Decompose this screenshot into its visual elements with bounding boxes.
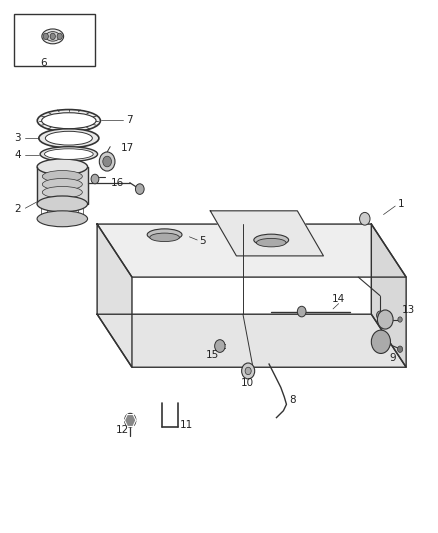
Circle shape (99, 152, 115, 171)
Circle shape (397, 346, 403, 352)
Circle shape (360, 213, 370, 225)
Text: 11: 11 (180, 419, 193, 430)
Circle shape (242, 363, 254, 379)
Circle shape (297, 306, 306, 317)
Text: 15: 15 (205, 350, 219, 360)
Ellipse shape (46, 131, 92, 145)
Circle shape (57, 33, 62, 39)
Ellipse shape (42, 171, 82, 182)
Text: 7: 7 (126, 115, 133, 125)
Circle shape (43, 33, 48, 39)
Text: 4: 4 (14, 150, 21, 160)
Text: 14: 14 (332, 294, 345, 304)
Text: 6: 6 (40, 59, 47, 68)
Circle shape (135, 184, 144, 195)
Polygon shape (371, 224, 406, 367)
Circle shape (124, 414, 136, 427)
Text: 13: 13 (402, 305, 415, 315)
Circle shape (215, 340, 225, 352)
Ellipse shape (37, 110, 100, 132)
Ellipse shape (254, 234, 289, 246)
Ellipse shape (45, 149, 93, 159)
Circle shape (398, 317, 402, 322)
Text: 3: 3 (14, 133, 21, 143)
Ellipse shape (37, 211, 88, 227)
Ellipse shape (37, 159, 88, 175)
Ellipse shape (42, 179, 82, 190)
Text: 12: 12 (115, 425, 129, 435)
Text: 2: 2 (14, 204, 21, 214)
Text: 16: 16 (111, 178, 124, 188)
Circle shape (371, 330, 391, 353)
Ellipse shape (42, 29, 64, 44)
Circle shape (378, 310, 393, 329)
Ellipse shape (42, 113, 96, 128)
Ellipse shape (46, 31, 60, 41)
Text: 8: 8 (290, 395, 296, 405)
Text: 17: 17 (121, 143, 134, 153)
Ellipse shape (147, 229, 182, 240)
Text: 1: 1 (397, 199, 404, 209)
Polygon shape (97, 314, 406, 367)
Polygon shape (37, 167, 88, 204)
Text: 5: 5 (199, 236, 206, 246)
Ellipse shape (40, 147, 98, 161)
Ellipse shape (256, 238, 286, 247)
Ellipse shape (150, 233, 180, 241)
Text: 9: 9 (389, 353, 396, 362)
Circle shape (103, 156, 112, 167)
Circle shape (377, 311, 384, 319)
Ellipse shape (39, 128, 99, 148)
Ellipse shape (42, 187, 82, 198)
Circle shape (91, 174, 99, 184)
Polygon shape (210, 211, 323, 256)
Circle shape (245, 367, 251, 375)
Circle shape (50, 33, 55, 39)
Polygon shape (97, 224, 132, 367)
Text: 10: 10 (241, 378, 254, 388)
Polygon shape (97, 224, 406, 277)
Bar (14, 14, 95, 66)
Ellipse shape (37, 196, 88, 212)
